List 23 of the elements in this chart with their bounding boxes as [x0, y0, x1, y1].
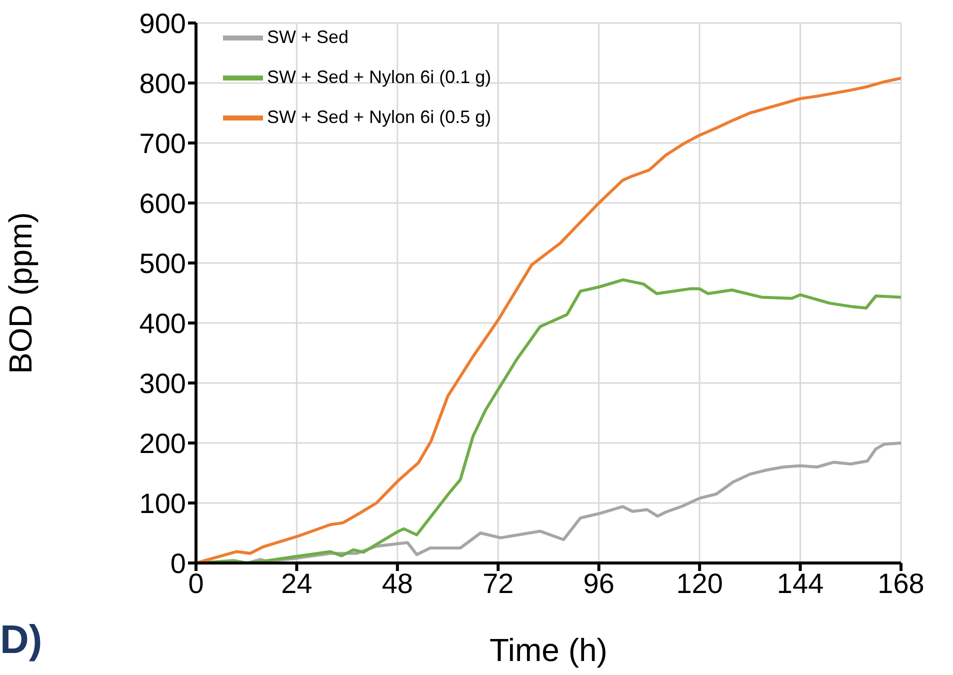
y-tick-label: 500 — [139, 248, 186, 279]
x-tick-label: 72 — [482, 568, 514, 599]
y-tick-label: 900 — [139, 8, 186, 39]
y-tick-label: 700 — [139, 128, 186, 159]
y-tick-label: 0 — [170, 548, 186, 579]
y-tick-label: 400 — [139, 308, 186, 339]
legend-label: SW + Sed + Nylon 6i (0.1 g) — [267, 66, 492, 87]
x-axis-title: Time (h) — [490, 632, 608, 668]
y-tick-label: 600 — [139, 188, 186, 219]
x-tick-label: 48 — [382, 568, 414, 599]
legend-label: SW + Sed + Nylon 6i (0.5 g) — [267, 106, 492, 127]
x-tick-label: 24 — [281, 568, 312, 599]
x-tick-label: 144 — [776, 568, 824, 599]
y-tick-label: 200 — [139, 428, 186, 459]
y-tick-label: 100 — [139, 488, 186, 519]
y-tick-label: 300 — [139, 368, 186, 399]
x-tick-label: 168 — [878, 568, 924, 599]
y-axis-title: BOD (ppm) — [2, 212, 38, 374]
y-tick-label: 800 — [139, 68, 186, 99]
text: D) — [0, 618, 42, 663]
legend-label: SW + Sed — [267, 26, 349, 47]
x-tick-label: 120 — [676, 568, 723, 599]
x-tick-label: 96 — [583, 568, 614, 599]
